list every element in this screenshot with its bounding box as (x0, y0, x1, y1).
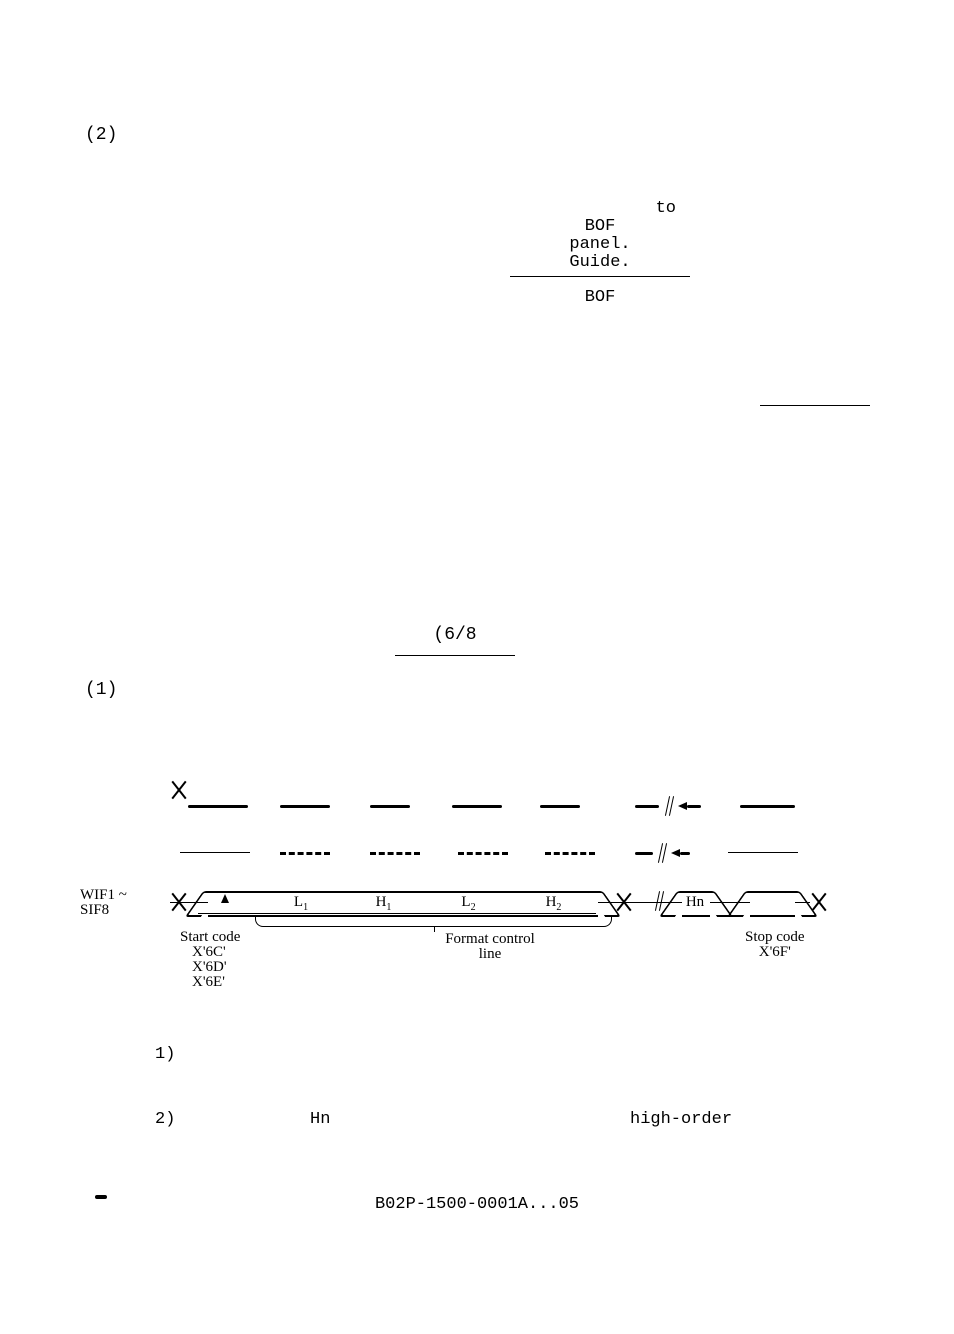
cell-H2: H2 (511, 894, 596, 913)
note-line-to: to (510, 200, 690, 218)
r3-x-start (170, 892, 188, 912)
note-line-guide: Guide. (510, 254, 690, 272)
note-line-panel: panel. (510, 236, 690, 254)
r1-seg (280, 805, 330, 808)
r3-sep (511, 913, 596, 914)
r3-x-end (810, 892, 828, 912)
r2-dash (280, 852, 330, 855)
stray-rule-right (760, 405, 870, 406)
r2-dash (545, 852, 595, 855)
row2-break (658, 843, 668, 863)
r3-sep (198, 913, 261, 914)
r1-seg (188, 805, 248, 808)
cell-L2: L2 (426, 894, 511, 913)
r2-seg (680, 852, 690, 855)
r2-seg (180, 852, 250, 853)
list-item-2-hn: Hn (310, 1110, 330, 1129)
r1-seg (540, 805, 580, 808)
r1-seg (370, 805, 410, 808)
r3-data-cell-stop (750, 891, 795, 917)
r2-seg (728, 852, 798, 853)
note-line-bof: BOF (510, 218, 690, 236)
r3-sep (341, 913, 426, 914)
row-label-wif-sif: WIF1 ~ SIF8 (80, 888, 127, 918)
cell-Hn: Hn (675, 894, 715, 911)
mid-heading-underline (395, 655, 515, 656)
cell-H1: H1 (341, 894, 426, 913)
timing-diagram: WIF1 ~ SIF8 L1 H1 L2 H2 Hn (80, 790, 880, 1010)
mid-heading: (6/8 (395, 625, 515, 645)
stop-code-label: Stop code X'6F' (745, 930, 805, 960)
row2-arrow-icon (671, 849, 680, 857)
start-code-label: Start code X'6C' X'6D' X'6E' (180, 930, 240, 990)
page: (2) to BOF panel. Guide. BOF (6/8 (1) (0, 0, 954, 1334)
r3-sep (426, 913, 511, 914)
footer-docid: B02P-1500-0001A...05 (0, 1195, 954, 1214)
note-block: to BOF panel. Guide. (510, 200, 690, 272)
r1-seg (452, 805, 502, 808)
r2-seg (635, 852, 653, 855)
note-below-bof: BOF (510, 288, 690, 307)
r3-sep (261, 913, 341, 914)
r1-seg (635, 805, 659, 808)
note-underline (510, 276, 690, 277)
r3-x-mid (615, 892, 633, 912)
r3-x-start (170, 780, 188, 800)
list-item-1: 1) (155, 1045, 175, 1064)
r2-dash (458, 852, 508, 855)
section-1-marker: (1) (85, 680, 117, 700)
list-item-2: 2) (155, 1110, 175, 1129)
format-control-label: Format control line (410, 932, 570, 962)
cell-L1: L1 (261, 894, 341, 913)
r1-seg (687, 805, 701, 808)
list-item-2-highorder: high-order (630, 1110, 732, 1129)
r1-seg (740, 805, 795, 808)
start-arrow-icon (221, 894, 229, 903)
row1-break (665, 796, 675, 816)
section-2-marker: (2) (85, 125, 117, 145)
row1-arrow-icon (678, 802, 687, 810)
format-control-brace (255, 916, 612, 927)
r2-dash (370, 852, 420, 855)
